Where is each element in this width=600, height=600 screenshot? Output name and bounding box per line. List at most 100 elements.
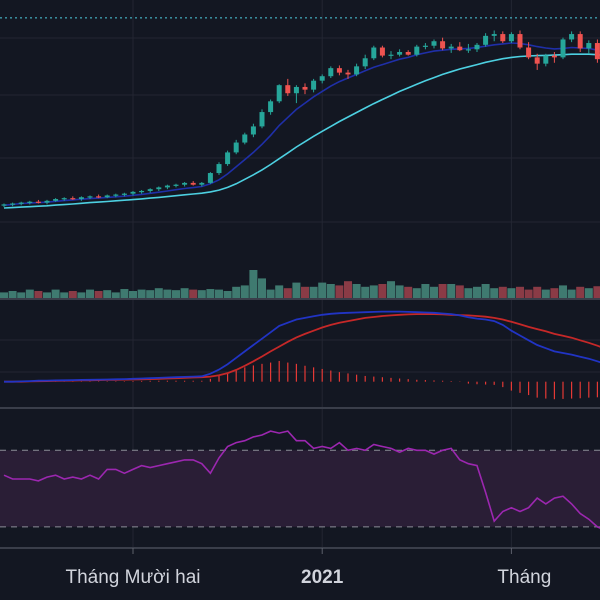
candle[interactable] bbox=[448, 43, 454, 53]
candle[interactable] bbox=[474, 43, 480, 52]
candle[interactable] bbox=[311, 78, 317, 93]
candle-body bbox=[551, 55, 557, 58]
candle[interactable] bbox=[336, 65, 342, 76]
candle[interactable] bbox=[379, 45, 385, 58]
rsi-pane[interactable] bbox=[0, 430, 600, 531]
volume-bar bbox=[197, 290, 206, 298]
volume-bar bbox=[576, 286, 585, 298]
candle-body bbox=[388, 54, 394, 56]
candle[interactable] bbox=[491, 30, 497, 42]
candle[interactable] bbox=[551, 52, 557, 63]
candle-body bbox=[371, 47, 377, 59]
volume-bar bbox=[223, 291, 232, 298]
candle[interactable] bbox=[156, 186, 162, 191]
candle[interactable] bbox=[431, 39, 437, 49]
candle[interactable] bbox=[414, 44, 420, 57]
candle[interactable] bbox=[250, 123, 256, 138]
candle[interactable] bbox=[319, 74, 325, 84]
candle[interactable] bbox=[560, 37, 566, 60]
candle[interactable] bbox=[96, 194, 102, 199]
candle[interactable] bbox=[457, 42, 463, 52]
candle[interactable] bbox=[543, 53, 549, 67]
candle[interactable] bbox=[259, 109, 265, 129]
candle-body bbox=[182, 182, 188, 185]
candle[interactable] bbox=[577, 31, 583, 52]
candle-body bbox=[276, 85, 282, 102]
candle[interactable] bbox=[225, 150, 231, 166]
candle-body bbox=[534, 57, 540, 64]
candle[interactable] bbox=[199, 182, 205, 187]
candle[interactable] bbox=[130, 190, 136, 196]
candle[interactable] bbox=[276, 84, 282, 104]
price-pane[interactable] bbox=[0, 17, 600, 298]
candle-body bbox=[397, 52, 403, 55]
macd-pane[interactable] bbox=[4, 310, 600, 400]
candle[interactable] bbox=[44, 199, 50, 205]
candle[interactable] bbox=[27, 200, 33, 205]
candle[interactable] bbox=[405, 50, 411, 56]
candle-body bbox=[27, 201, 33, 203]
candle[interactable] bbox=[53, 198, 59, 202]
candle[interactable] bbox=[139, 190, 145, 194]
volume-bar bbox=[240, 285, 249, 298]
candle[interactable] bbox=[302, 83, 308, 95]
volume-bar bbox=[455, 285, 464, 298]
candle[interactable] bbox=[87, 195, 93, 200]
candle[interactable] bbox=[18, 201, 24, 206]
candle[interactable] bbox=[190, 181, 196, 186]
candle[interactable] bbox=[173, 183, 179, 188]
candle[interactable] bbox=[328, 66, 334, 78]
candle[interactable] bbox=[534, 53, 540, 70]
candle[interactable] bbox=[285, 78, 291, 96]
volume-bar bbox=[232, 286, 241, 298]
candle[interactable] bbox=[594, 39, 600, 63]
candle[interactable] bbox=[440, 37, 446, 51]
volume-bar bbox=[43, 292, 51, 298]
volume-bar bbox=[180, 288, 189, 298]
candle[interactable] bbox=[10, 202, 16, 207]
candle[interactable] bbox=[397, 49, 403, 57]
candle[interactable] bbox=[422, 43, 428, 50]
candle[interactable] bbox=[113, 193, 119, 198]
candle-body bbox=[483, 35, 489, 45]
volume-bar bbox=[103, 290, 112, 298]
candle[interactable] bbox=[586, 40, 592, 54]
candle[interactable] bbox=[242, 132, 248, 145]
volume-bar bbox=[524, 289, 533, 298]
candle[interactable] bbox=[500, 31, 506, 44]
candle[interactable] bbox=[147, 188, 153, 193]
candle[interactable] bbox=[371, 45, 377, 61]
candle[interactable] bbox=[362, 54, 368, 70]
candle-body bbox=[96, 196, 102, 198]
candle[interactable] bbox=[207, 172, 213, 184]
candle-body bbox=[405, 52, 411, 55]
candle[interactable] bbox=[164, 184, 170, 190]
candle[interactable] bbox=[268, 99, 274, 115]
candle[interactable] bbox=[1, 203, 7, 208]
candle[interactable] bbox=[354, 63, 360, 77]
volume-bar bbox=[559, 285, 567, 298]
candle[interactable] bbox=[233, 139, 239, 155]
candle[interactable] bbox=[508, 32, 514, 44]
candle[interactable] bbox=[216, 162, 222, 175]
candle[interactable] bbox=[182, 182, 188, 187]
candle[interactable] bbox=[569, 31, 575, 43]
candle[interactable] bbox=[35, 199, 41, 204]
candle[interactable] bbox=[517, 30, 523, 50]
candle[interactable] bbox=[78, 196, 84, 201]
candle[interactable] bbox=[293, 85, 299, 104]
candle[interactable] bbox=[70, 196, 76, 200]
candle[interactable] bbox=[465, 43, 471, 53]
candle[interactable] bbox=[345, 69, 351, 79]
candle-body bbox=[18, 202, 24, 204]
candle[interactable] bbox=[388, 51, 394, 60]
candle[interactable] bbox=[121, 192, 127, 197]
candle[interactable] bbox=[104, 194, 110, 199]
candle[interactable] bbox=[61, 197, 67, 201]
candle[interactable] bbox=[526, 42, 532, 60]
volume-bar bbox=[301, 286, 309, 298]
candle-body bbox=[319, 76, 325, 81]
volume-bar bbox=[309, 286, 318, 298]
candle[interactable] bbox=[483, 33, 489, 47]
